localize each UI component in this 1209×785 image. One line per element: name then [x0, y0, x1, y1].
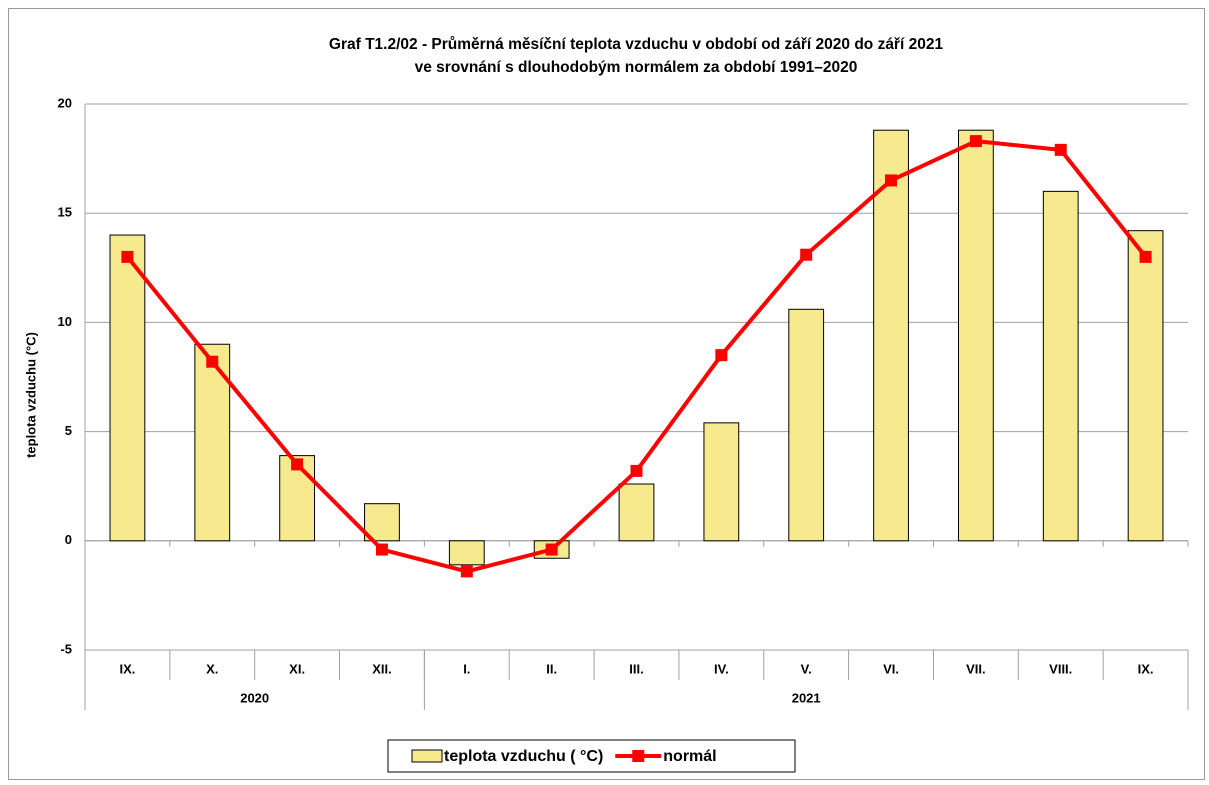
bar [618, 483, 655, 542]
marker [969, 135, 982, 148]
y-tick-label: 5 [65, 423, 72, 438]
bar [1042, 190, 1079, 542]
marker [545, 543, 558, 556]
x-tick-label: X. [206, 661, 218, 676]
marker [1054, 143, 1067, 156]
bar [788, 308, 825, 542]
marker [121, 250, 134, 263]
marker [206, 355, 219, 368]
y-axis-label: teplota vzduchu (°C) [23, 332, 38, 458]
marker [375, 543, 388, 556]
x-tick-label: XI. [289, 661, 305, 676]
legend-marker [632, 750, 645, 762]
y-tick-label: 15 [58, 205, 72, 220]
legend-label: normál [663, 748, 716, 765]
x-tick-label: I. [463, 661, 470, 676]
legend-label: teplota vzduchu ( °C) [444, 748, 603, 765]
y-tick-label: 0 [65, 532, 72, 547]
marker [885, 174, 898, 187]
bar [448, 540, 485, 566]
chart-border [8, 8, 1205, 780]
group-label: 2020 [240, 690, 269, 705]
marker [715, 349, 728, 362]
bar [364, 503, 400, 542]
x-tick-label: XII. [372, 661, 392, 676]
legend: teplota vzduchu ( °C) normál [387, 739, 796, 773]
chart-subtitle: ve srovnání s dlouhodobým normálem za ob… [415, 59, 858, 76]
x-tick-label: III. [629, 661, 643, 676]
y-tick-label: -5 [60, 641, 72, 656]
chart-title: Graf T1.2/02 - Průměrná měsíční teplota … [329, 36, 944, 53]
x-tick-label: VII. [966, 661, 986, 676]
group-label: 2021 [792, 690, 821, 705]
y-tick-label: 20 [58, 95, 72, 110]
bar [957, 129, 994, 542]
x-tick-label: IX. [1138, 661, 1154, 676]
x-tick-label: VI. [883, 661, 899, 676]
bar [109, 234, 146, 542]
legend-swatch [411, 749, 443, 763]
x-tick-label: IV. [714, 661, 729, 676]
marker [1139, 250, 1152, 263]
y-tick-label: 10 [58, 314, 72, 329]
legend-box [387, 739, 796, 773]
bar [873, 129, 909, 542]
marker [630, 464, 643, 477]
marker [291, 458, 304, 471]
x-tick-label: II. [546, 661, 557, 676]
x-tick-label: V. [801, 661, 812, 676]
bar [1127, 230, 1164, 542]
marker [800, 248, 813, 261]
bar [703, 422, 740, 542]
x-tick-label: IX. [119, 661, 135, 676]
marker [460, 565, 473, 578]
x-tick-label: VIII. [1049, 661, 1072, 676]
